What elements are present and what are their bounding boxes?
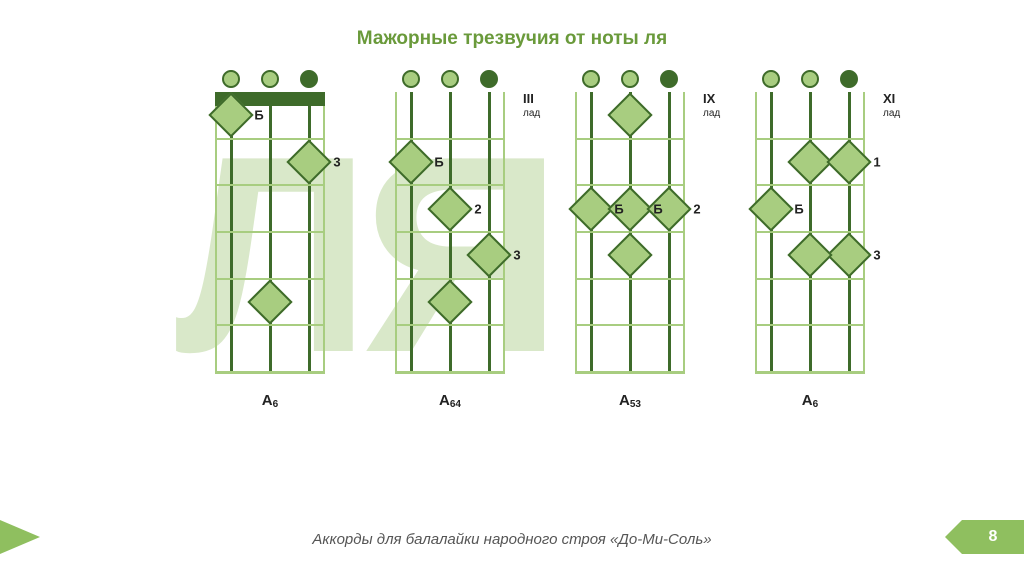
finger-label: 1	[873, 155, 880, 170]
finger-label: 3	[873, 248, 880, 263]
page-title: Мажорные трезвучия от ноты ля	[0, 28, 1024, 50]
finger-marker	[286, 139, 331, 184]
finger-marker	[787, 233, 832, 278]
finger-label: Б	[254, 108, 263, 123]
finger-marker	[607, 233, 652, 278]
chord-name: A53	[575, 392, 685, 409]
page-number-arrow	[945, 520, 962, 554]
fret-wire	[397, 138, 503, 140]
fretboard: 1Б3	[755, 92, 865, 374]
tuner-peg	[222, 70, 240, 88]
fret-wire	[757, 324, 863, 326]
finger-label: Б	[434, 155, 443, 170]
finger-marker	[466, 233, 511, 278]
page-number: 8	[962, 520, 1024, 554]
finger-label: 3	[333, 155, 340, 170]
tuner-peg	[480, 70, 498, 88]
tuner-peg	[441, 70, 459, 88]
fret-wire	[577, 278, 683, 280]
fret-wire	[217, 231, 323, 233]
finger-label: 2	[693, 201, 700, 216]
fret-position-label: IIIлад	[523, 92, 540, 119]
chord-name: A6	[755, 392, 865, 409]
chord-diagram: Б3A6	[215, 68, 325, 374]
fret-wire	[757, 278, 863, 280]
tuner-row	[575, 68, 685, 88]
tuner-row	[395, 68, 505, 88]
finger-marker	[427, 186, 472, 231]
finger-marker	[388, 139, 433, 184]
finger-marker	[826, 139, 871, 184]
finger-marker	[607, 93, 652, 138]
fret-wire	[757, 371, 863, 373]
tuner-peg	[582, 70, 600, 88]
tuner-peg	[762, 70, 780, 88]
chord-diagrams-row: Б3A6IIIладБ23A64IXладББ2A53XIлад1Б3A6	[0, 68, 1024, 448]
fretboard: ББ2	[575, 92, 685, 374]
fret-wire	[397, 371, 503, 373]
tuner-peg	[261, 70, 279, 88]
finger-marker	[427, 279, 472, 324]
fret-position-label: XIлад	[883, 92, 900, 119]
fret-wire	[577, 138, 683, 140]
finger-label: Б	[794, 201, 803, 216]
chord-name: A6	[215, 392, 325, 409]
finger-label: Б	[614, 201, 623, 216]
finger-label: 2	[474, 201, 481, 216]
fret-wire	[577, 371, 683, 373]
tuner-peg	[840, 70, 858, 88]
fret-wire	[217, 371, 323, 373]
tuner-peg	[300, 70, 318, 88]
tuner-peg	[402, 70, 420, 88]
chord-diagram: XIлад1Б3A6	[755, 68, 865, 374]
finger-label: 3	[513, 248, 520, 263]
footer: Аккорды для балалайки народного строя «Д…	[0, 520, 1024, 554]
fretboard: Б23	[395, 92, 505, 374]
finger-marker	[247, 279, 292, 324]
fretboard: Б3	[215, 92, 325, 374]
chord-name: A64	[395, 392, 505, 409]
chord-diagram: IIIладБ23A64	[395, 68, 505, 374]
footer-text: Аккорды для балалайки народного строя «Д…	[0, 531, 1024, 548]
fret-position-label: IXлад	[703, 92, 720, 119]
finger-label: Б	[653, 201, 662, 216]
tuner-peg	[621, 70, 639, 88]
tuner-row	[215, 68, 325, 88]
tuner-peg	[660, 70, 678, 88]
finger-marker	[748, 186, 793, 231]
tuner-peg	[801, 70, 819, 88]
tuner-row	[755, 68, 865, 88]
fret-wire	[217, 184, 323, 186]
fret-wire	[577, 324, 683, 326]
chord-diagram: IXладББ2A53	[575, 68, 685, 374]
finger-marker	[826, 233, 871, 278]
